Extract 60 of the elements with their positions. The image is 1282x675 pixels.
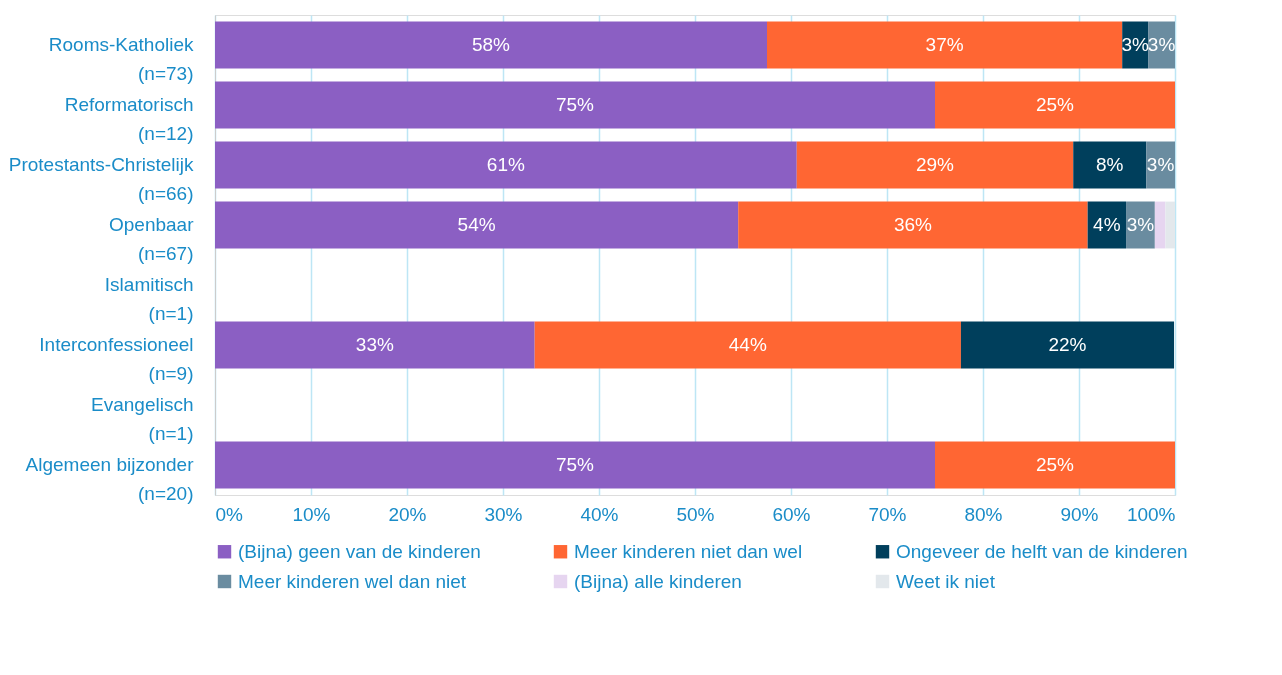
data-label: 29% xyxy=(915,154,955,175)
bar xyxy=(738,201,1088,249)
data-label: 75% xyxy=(555,94,595,115)
data-label: 25% xyxy=(1035,454,1075,475)
bar xyxy=(1165,201,1175,249)
data-label: 3% xyxy=(1146,154,1175,175)
y-tick-label: Evangelisch (n=1) xyxy=(91,394,194,444)
bar xyxy=(1073,141,1147,189)
data-label: 58% xyxy=(471,34,511,55)
bar xyxy=(796,141,1074,189)
bar xyxy=(215,141,797,189)
data-label: 61% xyxy=(486,154,525,175)
legend-label: (Bijna) geen van de kinderen xyxy=(238,540,481,562)
bar xyxy=(935,81,1175,129)
data-label: 25% xyxy=(1035,94,1075,115)
bar xyxy=(534,321,961,369)
y-tick-label: Protestants-Christelijk (n=66) xyxy=(8,154,194,204)
data-label: 4% xyxy=(1093,214,1121,235)
legend-label: Ongeveer de helft van de kinderen xyxy=(896,540,1188,562)
legend-label: (Bijna) alle kinderen xyxy=(574,570,742,592)
x-tick-label: 50% xyxy=(676,503,715,525)
bar xyxy=(1154,201,1166,249)
y-tick-label: Islamitisch (n=1) xyxy=(104,274,194,324)
y-tick-label: Interconfessioneel (n=9) xyxy=(39,334,194,384)
x-tick-label: 40% xyxy=(580,503,619,525)
x-tick-label: 30% xyxy=(484,503,523,525)
bar xyxy=(960,321,1175,369)
legend-label: Meer kinderen niet dan wel xyxy=(574,540,803,562)
x-tick-label: 0% xyxy=(215,503,244,525)
legend-label: Meer kinderen wel dan niet xyxy=(238,570,467,592)
bar xyxy=(215,201,739,249)
data-label: 37% xyxy=(925,34,964,55)
data-label: 44% xyxy=(728,334,767,355)
legend-label: Weet ik niet xyxy=(896,570,996,592)
data-label: 36% xyxy=(893,214,933,235)
bar xyxy=(215,321,535,369)
bar xyxy=(215,441,935,489)
x-tick-label: 10% xyxy=(292,503,331,525)
y-tick-label: Algemeen bijzonder (n=20) xyxy=(25,454,195,504)
data-label: 75% xyxy=(555,454,595,475)
bar xyxy=(935,441,1175,489)
x-tick-label: 20% xyxy=(388,503,427,525)
data-label: 33% xyxy=(355,334,394,355)
data-label: 22% xyxy=(1048,334,1087,355)
x-tick-label: 80% xyxy=(964,503,1003,525)
bar xyxy=(215,21,767,69)
data-label: 3% xyxy=(1126,214,1155,235)
y-tick-label: Rooms-Katholiek (n=73) xyxy=(48,34,194,84)
x-tick-label: 90% xyxy=(1060,503,1099,525)
y-tick-label: Openbaar (n=67) xyxy=(108,214,195,264)
x-tick-label: 60% xyxy=(772,503,811,525)
y-tick-label: Reformatorisch (n=12) xyxy=(64,94,194,144)
bar xyxy=(767,21,1123,69)
data-label: 3% xyxy=(1147,34,1176,55)
x-tick-label: 100% xyxy=(1126,503,1176,525)
x-tick-label: 70% xyxy=(868,503,907,525)
data-label: 54% xyxy=(457,214,496,235)
data-label: 3% xyxy=(1121,34,1149,55)
bar xyxy=(215,81,935,129)
data-label: 8% xyxy=(1095,154,1124,175)
